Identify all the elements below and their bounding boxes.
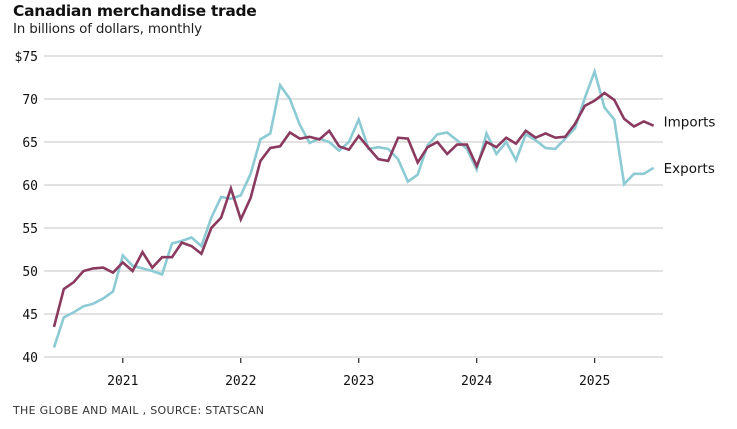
x-tick-label: 2025 [579,374,610,389]
y-axis-ticks: 40 45 50 55 60 65 70 $75 [15,50,38,366]
y-tick-label: 65 [22,136,38,151]
x-tick-label: 2022 [225,374,256,389]
series-labels: Exports Imports [664,115,716,177]
series-line-imports [52,91,655,328]
chart-title: Canadian merchandise trade [13,2,257,20]
y-tick-label: 40 [22,351,38,366]
series-lines [52,67,655,348]
series-label-imports: Imports [664,115,716,131]
y-tick-label: 55 [22,222,38,237]
x-tick-label: 2023 [343,374,374,389]
chart-subtitle: In billions of dollars, monthly [13,21,202,37]
x-tick-label: 2024 [461,374,492,389]
gridlines [44,55,663,358]
x-tick-label: 2021 [107,374,138,389]
x-axis-ticks: 2021 2022 2023 2024 2025 [107,358,610,389]
y-tick-label: 50 [22,265,38,280]
y-tick-label: 70 [22,93,38,108]
y-tick-label: 45 [22,308,38,323]
y-tick-label: $75 [15,50,38,65]
source-credit: THE GLOBE AND MAIL , SOURCE: STATSCAN [13,404,265,417]
series-line-exports [52,67,655,348]
y-tick-label: 60 [22,179,38,194]
series-label-exports: Exports [664,161,715,177]
